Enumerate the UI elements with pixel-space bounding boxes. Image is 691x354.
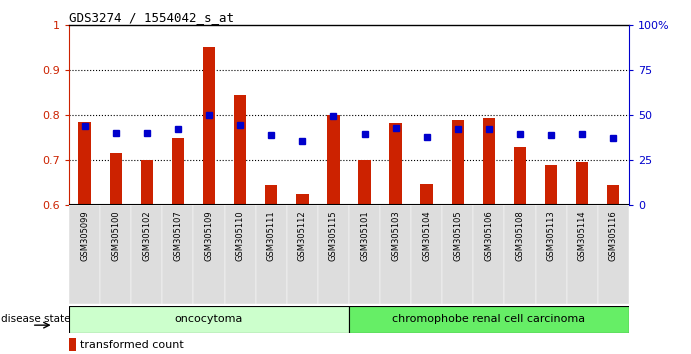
Bar <box>202 47 216 205</box>
Bar <box>504 205 536 304</box>
Bar <box>607 185 619 205</box>
Bar <box>287 205 318 304</box>
Text: oncocytoma: oncocytoma <box>175 314 243 325</box>
Text: GSM305107: GSM305107 <box>173 210 182 261</box>
Bar <box>513 147 526 205</box>
Bar <box>411 205 442 304</box>
Text: disease state: disease state <box>1 314 70 325</box>
Text: GSM305106: GSM305106 <box>484 210 493 261</box>
Bar <box>576 162 588 205</box>
Bar <box>482 118 495 205</box>
Text: chromophobe renal cell carcinoma: chromophobe renal cell carcinoma <box>392 314 585 325</box>
Text: GSM305103: GSM305103 <box>391 210 400 261</box>
Text: GSM305102: GSM305102 <box>142 210 151 261</box>
Text: GSM305105: GSM305105 <box>453 210 462 261</box>
Bar <box>79 122 91 205</box>
Bar <box>109 153 122 205</box>
Bar <box>265 185 277 205</box>
Bar <box>545 165 557 205</box>
Text: GSM305108: GSM305108 <box>515 210 524 261</box>
Bar <box>420 184 433 205</box>
Bar <box>131 205 162 304</box>
Text: GSM305109: GSM305109 <box>205 210 214 261</box>
Bar <box>256 205 287 304</box>
Text: GSM305111: GSM305111 <box>267 210 276 261</box>
Bar <box>327 115 339 205</box>
Bar <box>69 338 76 351</box>
Bar <box>349 306 629 333</box>
Bar <box>390 123 402 205</box>
Text: GSM305116: GSM305116 <box>609 210 618 261</box>
Bar <box>162 205 193 304</box>
Bar <box>567 205 598 304</box>
Text: GSM305104: GSM305104 <box>422 210 431 261</box>
Bar <box>358 160 370 205</box>
Bar <box>69 205 100 304</box>
Bar <box>451 120 464 205</box>
Bar <box>598 205 629 304</box>
Text: GSM305114: GSM305114 <box>578 210 587 261</box>
Bar <box>442 205 473 304</box>
Bar <box>100 205 131 304</box>
Text: GSM305115: GSM305115 <box>329 210 338 261</box>
Text: GSM305099: GSM305099 <box>80 210 89 261</box>
Text: GSM305100: GSM305100 <box>111 210 120 261</box>
Bar <box>536 205 567 304</box>
Text: transformed count: transformed count <box>80 340 184 350</box>
Text: GDS3274 / 1554042_s_at: GDS3274 / 1554042_s_at <box>69 11 234 24</box>
Text: GSM305113: GSM305113 <box>547 210 556 261</box>
Text: GSM305112: GSM305112 <box>298 210 307 261</box>
Bar <box>380 205 411 304</box>
Bar <box>140 160 153 205</box>
Text: GSM305101: GSM305101 <box>360 210 369 261</box>
Bar <box>473 205 504 304</box>
Text: GSM305110: GSM305110 <box>236 210 245 261</box>
Bar <box>318 205 349 304</box>
Bar <box>349 205 380 304</box>
Bar <box>225 205 256 304</box>
Bar <box>296 194 308 205</box>
Bar <box>193 205 225 304</box>
Bar <box>234 95 246 205</box>
Bar <box>69 306 349 333</box>
Bar <box>171 138 184 205</box>
